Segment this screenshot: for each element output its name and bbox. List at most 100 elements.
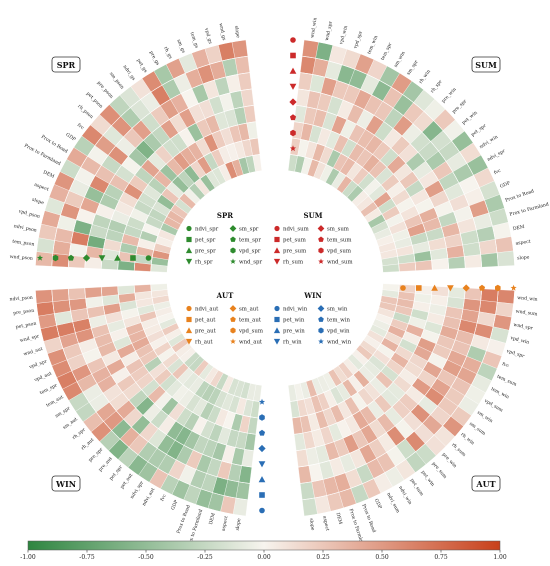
ring-separator (302, 55, 499, 267)
square-icon (186, 316, 192, 323)
row-label: fvc (501, 361, 510, 369)
legend-item: rh_sum (273, 258, 303, 266)
legend-item-label: vpd_sum (326, 249, 351, 255)
row-label: vpd_spr (28, 358, 49, 370)
heatmap-cell (496, 250, 515, 267)
row-label: ndvi_spr (129, 479, 145, 499)
legend-item: pre_aut (185, 327, 217, 335)
colorbar-tick-label: -1.00 (20, 554, 36, 561)
heatmap-cell (302, 497, 318, 517)
row-label: ndvi_win (397, 485, 413, 506)
row-label: slope (308, 518, 316, 531)
legend-item: pet_spr (186, 236, 216, 244)
row-label: pet_aut (119, 472, 134, 490)
row-label: rh_spr (429, 78, 444, 94)
row-label: tem_win (366, 35, 379, 55)
legend-item-label: vpd_sum (238, 329, 263, 335)
legend-item: tem_win (318, 316, 351, 324)
row-label: vpd_gs (203, 27, 213, 46)
row-label: vpd_win (338, 25, 349, 46)
star-icon (36, 254, 44, 261)
row-label: DEM (208, 512, 217, 525)
ring-separator (290, 154, 400, 272)
diamond-icon (229, 225, 237, 232)
star-icon (230, 338, 236, 344)
row-label: DEM (42, 169, 55, 179)
legend-item-label: tem_aut (239, 318, 262, 324)
legend-item-label: sm_win (327, 307, 348, 313)
square-icon (416, 285, 422, 291)
ring-separator (84, 287, 252, 468)
row-label: ndvi_win (478, 134, 499, 150)
row-label: sm_gs (175, 39, 185, 55)
star-icon (258, 398, 266, 405)
hexagon-icon (290, 129, 296, 137)
markers-sum (289, 37, 297, 152)
triangle-down-icon (289, 83, 297, 90)
ring-separator (67, 288, 250, 484)
colorbar-gradient (27, 540, 501, 551)
pentagon-icon (289, 114, 297, 121)
legend-item-label: pre_win (283, 329, 305, 335)
legend-item-label: rh_spr (195, 260, 213, 266)
diamond-icon (317, 225, 325, 232)
quadrant-label-text: WIN (55, 479, 76, 489)
quadrant-label-box (471, 475, 501, 492)
legend-item-label: vpd_win (326, 329, 350, 335)
heatmap-cell (431, 258, 449, 270)
heatmap-cell (117, 285, 135, 295)
row-label: pet_spr (108, 464, 124, 482)
quadrant-win (35, 283, 263, 517)
row-label: vpd_aut (33, 371, 53, 384)
legend-item: wnd_aut (230, 338, 263, 346)
quadrant-spr (35, 39, 263, 273)
colorbar-tick-label: 0.75 (434, 554, 448, 561)
row-label: pet_spr (470, 122, 488, 138)
legend-item-label: sm_spr (239, 227, 259, 233)
quadrant-label-text: SUM (475, 60, 497, 70)
triangle-down-icon (185, 258, 193, 265)
legend-item: ndvi_spr (186, 225, 219, 233)
ring-separator (288, 170, 384, 273)
row-label: aspect (515, 239, 531, 247)
legend-item-label: ndvi_win (283, 307, 308, 313)
row-label: aspect (321, 515, 330, 531)
diamond-icon (229, 305, 237, 312)
row-label: vpd_sum (482, 398, 504, 414)
legend-item-label: sm_aut (239, 307, 259, 313)
row-label: sm_pson (108, 72, 124, 91)
ring-separator (166, 170, 262, 273)
row-label: DEM (335, 512, 344, 525)
legend-item: ndvi_sum (274, 225, 309, 233)
legend-item-label: ndvi_spr (195, 227, 219, 233)
row-label: ndvi_sum (385, 492, 401, 515)
ring-separator (294, 121, 433, 270)
row-label: GDP (170, 499, 180, 511)
legend-item: vpd_spr (230, 247, 261, 255)
row-label: tem_gs (189, 31, 200, 49)
triangle-up-icon (258, 476, 266, 483)
row-label: rh_win (459, 432, 475, 447)
square-icon (290, 52, 296, 59)
row-label: tem_spr (380, 41, 394, 61)
ring-separator (150, 284, 260, 402)
ring-separator (35, 39, 246, 266)
diamond-icon (317, 305, 325, 312)
legend-item: tem_spr (230, 236, 261, 244)
legend-item: sm_win (317, 305, 348, 313)
markers-aut (400, 284, 517, 292)
heatmap-cell (52, 299, 71, 314)
colorbar-tick-label: -0.25 (197, 554, 213, 561)
row-label: wnd_gs (217, 23, 227, 42)
row-label: rh_gs (162, 46, 173, 61)
legend-item: pre_sum (273, 247, 306, 255)
quadrant-aut (287, 283, 515, 517)
row-label: vpd_pson (17, 208, 41, 220)
legend-item-label: wnd_win (327, 340, 352, 346)
legend-item-label: pet_spr (195, 238, 216, 244)
legend-item-label: sm_sum (327, 227, 349, 233)
circle-icon (274, 225, 280, 232)
legend-item: vpd_sum (230, 327, 263, 335)
row-label: vpd_spr (352, 30, 364, 51)
